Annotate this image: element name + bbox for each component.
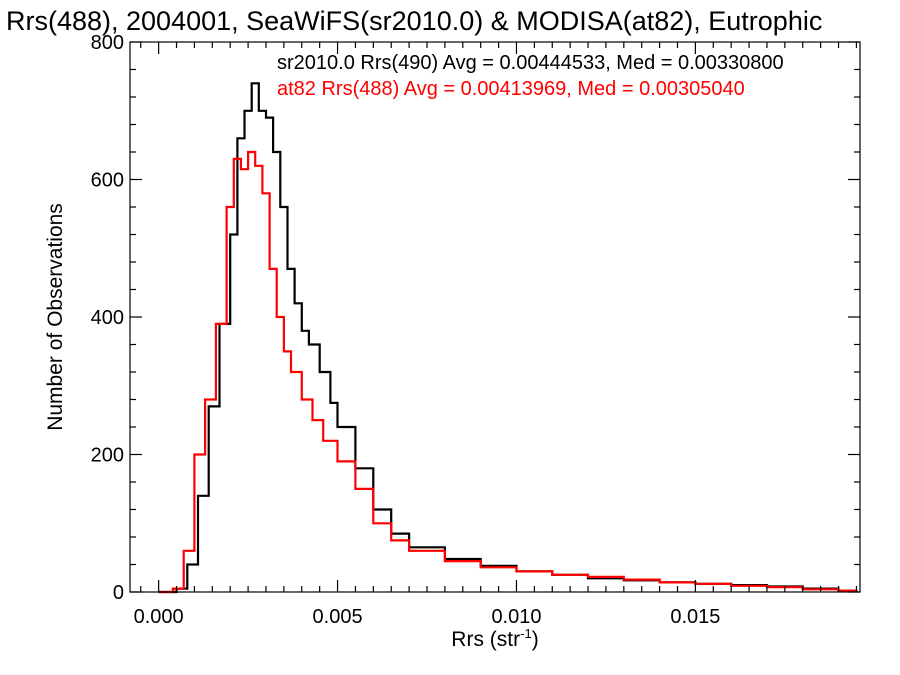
x-tick-label: 0.005 xyxy=(313,606,363,628)
x-axis-label-superscript: -1 xyxy=(520,626,532,641)
legend-entry-black: sr2010.0 Rrs(490) Avg = 0.00444533, Med … xyxy=(277,52,784,74)
y-axis-label: Number of Observations xyxy=(44,203,67,431)
x-tick-label: 0.015 xyxy=(670,606,720,628)
legend-entry-red: at82 Rrs(488) Avg = 0.00413969, Med = 0.… xyxy=(277,78,745,100)
x-tick-label: 0.000 xyxy=(134,606,184,628)
chart-title: Rrs(488), 2004001, SeaWiFS(sr2010.0) & M… xyxy=(6,6,822,36)
y-tick-label: 400 xyxy=(91,307,124,329)
x-axis-label: Rrs (str-1) xyxy=(451,626,538,651)
series-line-0 xyxy=(158,82,858,594)
plot-frame xyxy=(129,41,861,593)
series-line-1 xyxy=(158,150,858,594)
ticks-layer: 0.000 0.005 0.010 0.015 0 200 400 600 800 xyxy=(91,32,860,628)
series-layer xyxy=(158,82,858,594)
y-tick-label: 800 xyxy=(91,32,124,54)
y-tick-label: 0 xyxy=(113,582,124,604)
y-tick-label: 600 xyxy=(91,170,124,192)
x-tick-label: 0.010 xyxy=(491,606,541,628)
x-axis-label-close: ) xyxy=(532,628,539,651)
x-axis-label-main: Rrs (str xyxy=(451,628,520,651)
y-tick-label: 200 xyxy=(91,445,124,467)
